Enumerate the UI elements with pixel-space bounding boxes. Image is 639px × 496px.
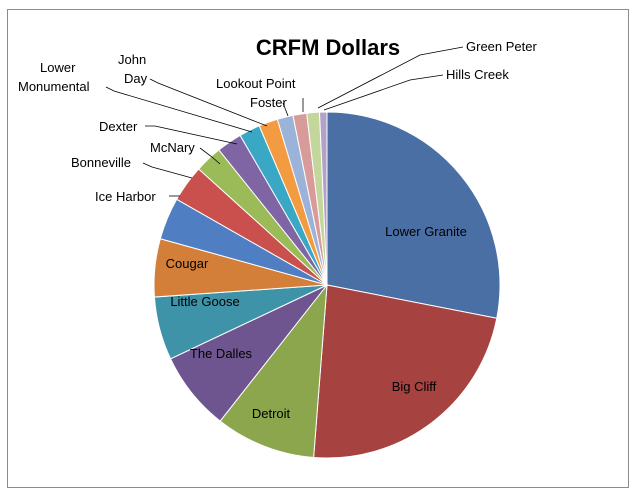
leader-line-green-peter	[317, 46, 464, 109]
leader-line-bonneville	[142, 162, 193, 179]
slice-label-cougar: Cougar	[166, 256, 209, 271]
slice-label-lower-granite: Lower Granite	[385, 224, 467, 239]
pie-slice-hills-creek	[318, 111, 328, 286]
leader-line-lower-monumental	[105, 86, 253, 133]
slice-label-hills-creek: Hills Creek	[446, 67, 509, 82]
slice-label-lookout-point: Lookout Point	[216, 76, 296, 91]
pie-slice-detroit	[219, 283, 328, 459]
slice-label-dexter: Dexter	[99, 119, 138, 134]
slice-label-ice-harbor: Ice Harbor	[95, 189, 156, 204]
slice-label-green-peter: Green Peter	[466, 39, 537, 54]
slice-label-the-dalles: The Dalles	[190, 346, 253, 361]
leader-line-mcnary	[199, 147, 221, 165]
leader-line-dexter	[145, 125, 238, 145]
slice-label-little-goose: Little Goose	[170, 294, 239, 309]
slice-label-mcnary: McNary	[150, 140, 195, 155]
leader-line-hills-creek	[323, 74, 444, 111]
slice-label-big-cliff: Big Cliff	[392, 379, 437, 394]
slice-label-lower-monumental: Lower Monumental	[18, 60, 90, 94]
pie-slice-big-cliff	[313, 284, 498, 459]
slice-label-foster: Foster	[250, 95, 288, 110]
slice-label-bonneville: Bonneville	[71, 155, 131, 170]
leader-line-john-day	[149, 78, 268, 127]
leader-line-foster	[282, 102, 289, 117]
chart-title: CRFM Dollars	[256, 35, 400, 60]
slice-label-john-day: John Day	[118, 52, 148, 86]
slice-label-detroit: Detroit	[252, 406, 291, 421]
pie-slice-lower-granite	[326, 111, 501, 319]
